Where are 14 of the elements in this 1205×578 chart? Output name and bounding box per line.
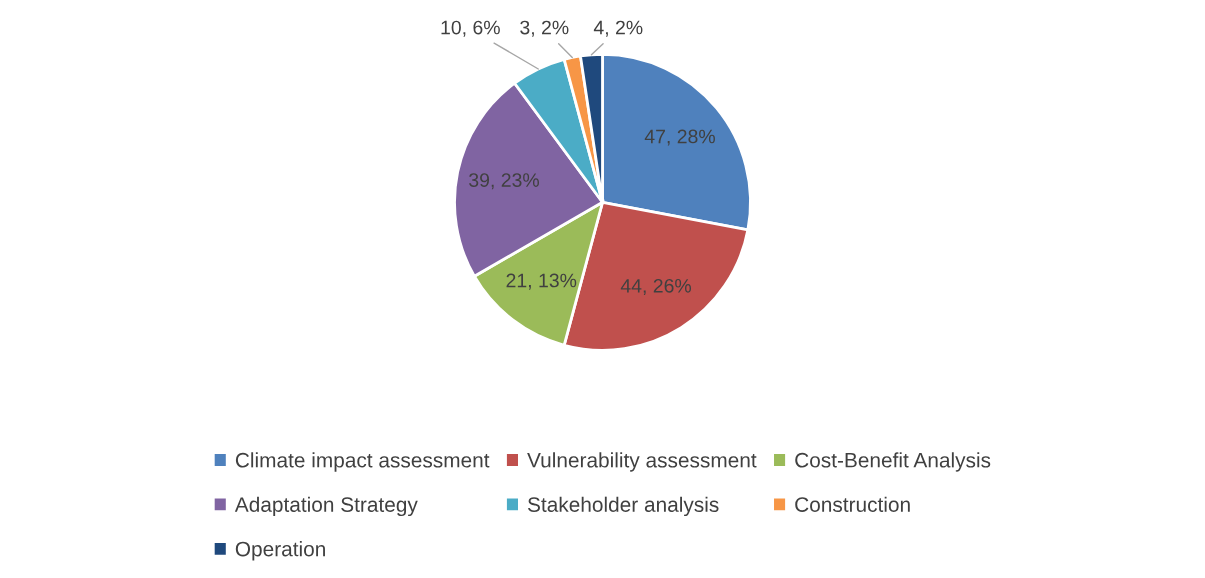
legend-label: Construction [795,496,910,512]
legend-label: Stakeholder analysis [527,496,719,517]
data-label: 10, 6% [441,20,500,37]
legend-label: Vulnerability assessment [527,452,757,472]
legend-label: Operation [235,541,325,561]
data-label: 44, 26% [620,278,692,296]
legend-label: Climate impact assessment [235,452,490,472]
data-label: 21, 13% [506,273,577,290]
data-label: 39, 23% [469,173,539,190]
legend-label: Adaptation Strategy [234,496,418,517]
legend-label: Cost-Benefit Analysis [795,452,991,472]
data-label: 4, 2% [593,20,643,37]
data-label: 47, 28% [644,129,715,146]
data-label: 3, 2% [520,20,569,37]
